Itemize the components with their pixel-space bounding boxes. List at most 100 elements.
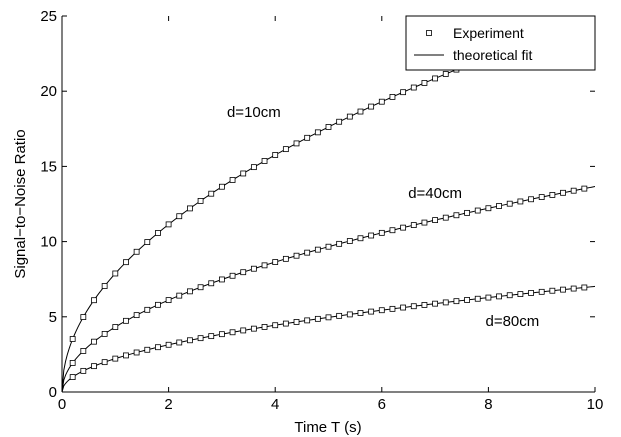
experiment-point [80,314,87,320]
experiment-point [368,308,375,315]
experiment-point [112,355,119,362]
experiment-point [165,297,172,304]
experiment-point [218,276,225,283]
experiment-point [464,209,470,216]
y-tick-label: 0 [49,384,57,401]
experiment-point [218,331,225,338]
experiment-point [304,249,311,256]
experiment-point [155,230,161,236]
legend-box [405,15,596,71]
y-tick-label: 5 [49,309,57,326]
experiment-point [346,113,353,120]
experiment-point [155,301,161,308]
experiment-point [144,346,151,353]
experiment-point [176,292,183,299]
curve-label-2: d=40cm [408,185,462,202]
experiment-point [123,259,129,266]
experiment-point [421,219,428,226]
experiment-point [464,297,470,303]
experiment-point [538,194,545,200]
experiment-point [453,298,460,305]
experiment-point [410,222,417,228]
experiment-point [357,235,364,242]
experiment-point [474,207,481,214]
y-tick-label: 10 [40,234,57,251]
experiment-point [208,333,215,340]
experiment-point [240,327,247,334]
fit-line-2 [62,186,595,392]
experiment-point [421,80,428,86]
experiment-point [570,187,577,194]
x-tick-label: 6 [378,396,386,413]
experiment-point [272,259,279,265]
experiment-point [123,352,129,359]
experiment-point [261,324,268,330]
experiment-point [91,363,97,370]
experiment-point [144,306,151,313]
experiment-point [528,196,534,203]
experiment-point [389,94,396,100]
experiment-point [549,287,556,294]
experiment-point [432,75,439,82]
experiment-point [282,146,289,153]
experiment-point [336,312,343,319]
experiment-point [144,239,151,245]
fit-line-1 [62,16,595,392]
experiment-point [229,177,236,183]
experiment-point [485,294,492,301]
experiment-point [197,284,204,291]
experiment-point [293,319,300,325]
experiment-point [346,311,353,318]
experiment-point [400,224,407,231]
experiment-point [421,302,428,308]
experiment-point [112,324,119,330]
experiment-point [80,348,87,354]
experiment-point [560,189,566,196]
experiment-point [293,140,300,147]
experiment-point [560,286,566,293]
experiment-point [368,103,375,110]
plot-area: 0 2 4 6 8 10 0 5 10 15 20 25 d=10cm d=40cm d=80cm Exper… [40,8,603,413]
experiment-point [432,217,439,224]
legend-label: Experiment [453,25,524,41]
experiment-point [378,229,385,236]
experiment-point [442,71,449,77]
experiment-point [155,344,161,351]
experiment-point [581,185,588,192]
x-axis-title: Time T (s) [294,419,361,436]
experiment-point [570,285,577,292]
experiment-point [442,299,449,306]
experiment-point [368,232,375,239]
experiment-point [389,227,396,234]
experiment-point [123,317,129,324]
experiment-point [112,270,119,277]
experiment-point [304,317,311,324]
experiment-point [187,288,193,295]
experiment-point [91,338,97,345]
experiment-point [165,221,172,228]
experiment-point [314,315,321,322]
experiment-point [496,203,502,209]
experiment-point [357,310,364,316]
experiment-point [325,243,332,250]
y-tick-label: 20 [40,83,57,100]
experiment-point [581,284,588,291]
x-tick-label: 2 [164,396,172,413]
experiment-point [389,305,396,312]
experiment-point [346,238,353,244]
experiment-point [208,280,215,287]
experiment-point [549,192,556,198]
experiment-point [400,304,407,311]
experiment-point [176,339,183,346]
experiment-point [282,255,289,262]
experiment-point [80,367,87,374]
experiment-point [91,297,97,304]
experiment-point [197,335,204,342]
experiment-point [410,84,417,91]
experiment-point [240,269,247,276]
experiment-point [357,108,364,115]
experiment-point [250,325,257,332]
experiment-point [69,360,76,366]
experiment-point [187,205,193,212]
